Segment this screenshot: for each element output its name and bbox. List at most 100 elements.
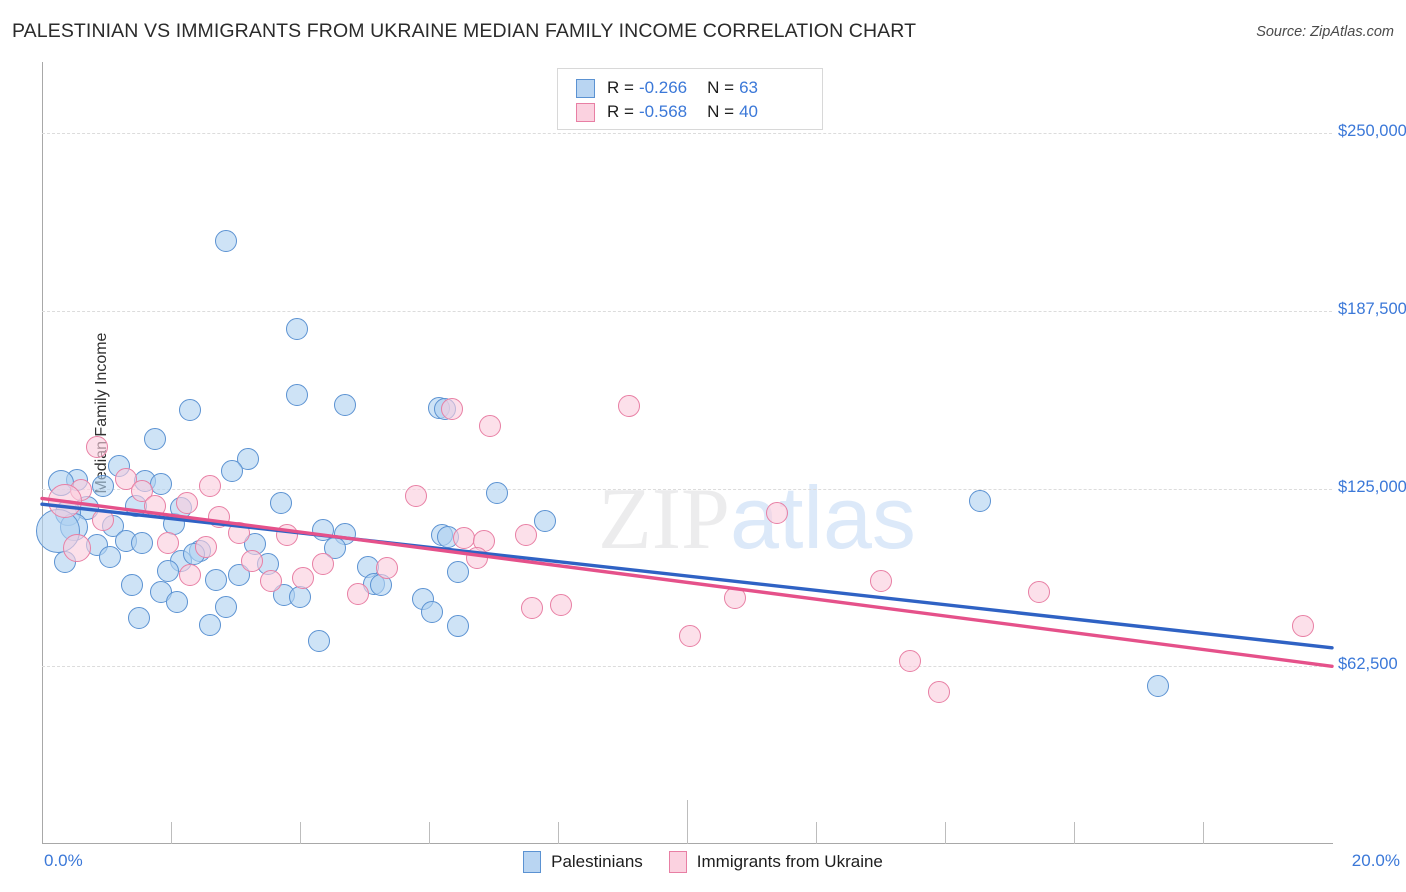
data-point[interactable] xyxy=(214,230,237,253)
data-point[interactable] xyxy=(898,649,921,672)
data-point[interactable] xyxy=(550,594,573,617)
n-label-immigrants: N = xyxy=(707,102,735,121)
data-point[interactable] xyxy=(466,547,489,570)
data-point[interactable] xyxy=(214,595,237,618)
data-point[interactable] xyxy=(440,397,463,420)
data-point[interactable] xyxy=(208,505,231,528)
data-point[interactable] xyxy=(176,491,199,514)
immigrants-from-ukraine-swatch-icon xyxy=(668,851,687,873)
gridline xyxy=(42,666,1332,668)
y-axis-label: $187,500 xyxy=(1338,299,1406,318)
data-point[interactable] xyxy=(308,629,331,652)
data-point[interactable] xyxy=(156,560,179,582)
r-value-immigrants: -0.568 xyxy=(638,102,688,121)
data-point[interactable] xyxy=(285,318,308,341)
y-axis-label: $250,000 xyxy=(1338,122,1406,141)
data-point[interactable] xyxy=(766,501,789,524)
data-point[interactable] xyxy=(447,561,470,584)
data-point[interactable] xyxy=(927,680,950,703)
data-point[interactable] xyxy=(92,474,115,497)
zipatlas-watermark: ZIPatlas xyxy=(598,474,916,564)
data-point[interactable] xyxy=(179,399,202,422)
data-point[interactable] xyxy=(259,569,282,592)
data-point[interactable] xyxy=(447,615,470,638)
r-label-immigrants: R = xyxy=(607,102,634,121)
r-label-palestinians: R = xyxy=(607,78,634,97)
data-point[interactable] xyxy=(198,614,221,637)
data-point[interactable] xyxy=(285,383,308,406)
x-axis-tick xyxy=(687,800,688,844)
data-point[interactable] xyxy=(127,606,150,629)
data-point[interactable] xyxy=(1291,615,1314,638)
y-axis-label: $62,500 xyxy=(1338,655,1398,674)
n-label-palestinians: N = xyxy=(707,78,735,97)
data-point[interactable] xyxy=(198,474,221,497)
legend-item-palestinians[interactable]: Palestinians xyxy=(523,851,643,873)
data-point[interactable] xyxy=(289,585,311,608)
data-point[interactable] xyxy=(334,393,357,416)
data-point[interactable] xyxy=(292,567,315,590)
x-axis-tick xyxy=(945,822,946,844)
data-point[interactable] xyxy=(269,491,292,514)
data-point[interactable] xyxy=(143,427,166,450)
data-point[interactable] xyxy=(227,521,250,544)
watermark-zip: ZIP xyxy=(598,471,730,568)
data-point[interactable] xyxy=(121,574,144,597)
data-point[interactable] xyxy=(276,524,299,547)
data-point[interactable] xyxy=(534,510,557,533)
x-axis-min-label: 0.0% xyxy=(44,851,83,870)
data-point[interactable] xyxy=(1146,675,1169,698)
series-legend: Palestinians Immigrants from Ukraine xyxy=(0,851,1406,873)
data-point[interactable] xyxy=(237,447,260,470)
x-axis-tick xyxy=(300,822,301,844)
data-point[interactable] xyxy=(179,564,202,587)
data-point[interactable] xyxy=(479,414,502,437)
data-point[interactable] xyxy=(679,625,702,648)
data-point[interactable] xyxy=(405,484,428,507)
data-point[interactable] xyxy=(869,569,892,592)
data-point[interactable] xyxy=(98,545,121,568)
x-axis-max-label: 20.0% xyxy=(1351,851,1400,870)
data-point[interactable] xyxy=(376,557,399,580)
data-point[interactable] xyxy=(143,494,166,517)
x-axis-tick xyxy=(558,822,559,844)
data-point[interactable] xyxy=(969,490,992,513)
data-point[interactable] xyxy=(347,582,370,605)
data-point[interactable] xyxy=(205,568,228,591)
data-point[interactable] xyxy=(130,531,153,554)
data-point[interactable] xyxy=(92,508,115,531)
data-point[interactable] xyxy=(1027,581,1050,604)
data-point[interactable] xyxy=(724,587,747,610)
x-axis-tick xyxy=(816,822,817,844)
legend-item-immigrants-from-ukraine[interactable]: Immigrants from Ukraine xyxy=(668,851,883,873)
data-point[interactable] xyxy=(166,591,189,614)
gridline xyxy=(42,133,1332,135)
palestinians-swatch-icon xyxy=(523,851,542,873)
data-point[interactable] xyxy=(221,460,244,483)
data-point[interactable] xyxy=(521,596,544,619)
data-point[interactable] xyxy=(485,481,508,504)
data-point[interactable] xyxy=(421,601,444,624)
data-point[interactable] xyxy=(311,552,334,575)
y-axis-line xyxy=(42,62,43,844)
n-value-immigrants: 40 xyxy=(739,102,758,121)
gridline xyxy=(42,310,1332,312)
r-value-palestinians: -0.266 xyxy=(638,78,688,97)
data-point[interactable] xyxy=(63,534,92,563)
legend-label-immigrants-from-ukraine: Immigrants from Ukraine xyxy=(696,852,883,871)
data-point[interactable] xyxy=(195,535,218,558)
data-point[interactable] xyxy=(114,467,137,490)
data-point[interactable] xyxy=(240,550,263,573)
legend-label-palestinians: Palestinians xyxy=(551,852,643,871)
gridline xyxy=(42,488,1332,490)
legend-swatch-palestinians-icon xyxy=(576,78,595,98)
page-title: PALESTINIAN VS IMMIGRANTS FROM UKRAINE M… xyxy=(12,20,917,42)
x-axis-tick xyxy=(171,822,172,844)
data-point[interactable] xyxy=(47,484,82,519)
data-point[interactable] xyxy=(150,473,173,496)
data-point[interactable] xyxy=(85,436,108,459)
n-value-palestinians: 63 xyxy=(739,78,758,97)
data-point[interactable] xyxy=(156,531,179,554)
data-point[interactable] xyxy=(617,395,640,418)
data-point[interactable] xyxy=(514,524,537,547)
